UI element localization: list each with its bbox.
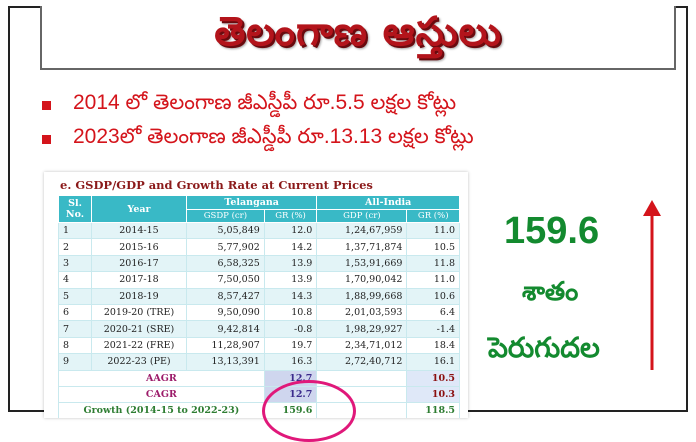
cell-gsdp: 13,13,391 [186, 353, 265, 371]
cell-sl: 5 [58, 287, 92, 305]
square-bullet-icon [42, 100, 51, 110]
cell-sl: 4 [58, 271, 92, 289]
table-row: 6 2019-20 (TRE) 9,50,090 10.8 2,01,03,593 6.4 [58, 303, 460, 322]
cell-year: 2015-16 [91, 238, 187, 256]
aagr-row: AAGR 12.7 10.5 [58, 369, 460, 387]
cell-sl: 9 [58, 353, 92, 371]
cell-gr-telangana: 12.0 [263, 221, 318, 240]
increase-word: పెరుగుదల [488, 332, 600, 363]
cell-gr-telangana: 19.7 [263, 336, 318, 355]
sub-gdp: GDP (cr) [316, 209, 408, 223]
cell-gsdp: 5,77,902 [186, 238, 265, 256]
cell-year: 2019-20 (TRE) [91, 303, 187, 322]
cell-year: 2022-23 (PE) [91, 353, 187, 371]
highlight-circle [262, 380, 356, 442]
cell-gr-india: 10.5 [406, 238, 460, 256]
cell-gr-india: 18.4 [406, 336, 460, 355]
cell-gsdp: 8,57,427 [186, 287, 265, 305]
cell-gdp: 1,98,29,927 [316, 320, 408, 338]
table-heading: e. GSDP/GDP and Growth Rate at Current P… [60, 178, 373, 192]
cell-gr-india: 11.0 [406, 221, 460, 240]
cell-gsdp: 5,05,849 [186, 221, 265, 240]
cell-year: 2014-15 [91, 221, 187, 240]
cell-gr-telangana: 14.2 [263, 238, 318, 256]
bullet-item: 2023లో తెలంగాణ జీఎస్డీపీ రూ.13.13 లక్షల … [42, 122, 474, 156]
cell-gdp: 1,24,67,959 [316, 221, 408, 240]
table-row: 7 2020-21 (SRE) 9,42,814 -0.8 1,98,29,927 -1.… [58, 320, 460, 338]
cell-gdp: 2,34,71,012 [316, 336, 408, 355]
sub-gr-telangana: GR (%) [263, 209, 318, 223]
cell-year: 2018-19 [91, 287, 187, 305]
sub-gr-india: GR (%) [406, 209, 460, 223]
cell-gr-telangana: 13.9 [263, 271, 318, 289]
cell-gr-india: 11.0 [406, 271, 460, 289]
bullet-text: 2023లో తెలంగాణ జీఎస్డీపీ రూ.13.13 లక్షల … [73, 124, 474, 148]
bullet-list: 2014 లో తెలంగాణ జీఎస్డీపీ రూ.5.5 లక్షల క… [42, 88, 474, 156]
growth-india: 118.5 [406, 401, 460, 418]
cell-gr-india: 11.8 [406, 254, 460, 273]
cell-gr-telangana: 16.3 [263, 353, 318, 371]
bullet-text: 2014 లో తెలంగాణ జీఎస్డీపీ రూ.5.5 లక్షల క… [73, 90, 457, 114]
growth-label: Growth (2014-15 to 2022-23) [58, 401, 265, 418]
cell-gsdp: 9,42,814 [186, 320, 265, 338]
cell-sl: 6 [58, 303, 92, 322]
aagr-india: 10.5 [406, 369, 460, 387]
table-row: 5 2018-19 8,57,427 14.3 1,88,99,668 10.6 [58, 287, 460, 305]
col-sl: Sl. No. [58, 195, 92, 223]
table-row: 8 2021-22 (FRE) 11,28,907 19.7 2,34,71,012 18… [58, 336, 460, 355]
table-row: 9 2022-23 (PE) 13,13,391 16.3 2,72,40,712 16.… [58, 353, 460, 371]
up-arrow-icon [643, 200, 661, 370]
cell-gr-telangana: 14.3 [263, 287, 318, 305]
table-row: 2 2015-16 5,77,902 14.2 1,37,71,874 10.5 [58, 238, 460, 256]
table-row: 3 2016-17 6,58,325 13.9 1,53,91,669 11.8 [58, 254, 460, 273]
percent-word: శాతం [522, 276, 579, 306]
cell-year: 2021-22 (FRE) [91, 336, 187, 355]
sub-gsdp: GSDP (cr) [186, 209, 265, 223]
cell-gr-telangana: 10.8 [263, 303, 318, 322]
square-bullet-icon [42, 134, 51, 144]
cell-year: 2017-18 [91, 271, 187, 289]
bullet-item: 2014 లో తెలంగాణ జీఎస్డీపీ రూ.5.5 లక్షల క… [42, 88, 474, 122]
col-year: Year [91, 195, 187, 223]
group-telangana: Telangana [185, 195, 318, 210]
cagr-row: CAGR 12.7 10.3 [58, 385, 460, 403]
cell-gr-telangana: -0.8 [263, 320, 318, 338]
gsdp-table: Sl. No. Year Telangana All-India GSDP (c… [58, 195, 460, 418]
cell-gr-india: 6.4 [406, 303, 460, 322]
cell-gsdp: 9,50,090 [186, 303, 265, 322]
cell-sl: 8 [58, 336, 92, 355]
cell-gsdp: 6,58,325 [186, 254, 265, 273]
gsdp-table-panel: e. GSDP/GDP and Growth Rate at Current P… [44, 172, 468, 418]
cagr-india: 10.3 [406, 385, 460, 403]
aagr-label: AAGR [58, 369, 265, 387]
cagr-label: CAGR [58, 385, 265, 403]
cell-year: 2020-21 (SRE) [91, 320, 187, 338]
cell-sl: 7 [58, 320, 92, 338]
table-row: 1 2014-15 5,05,849 12.0 1,24,67,959 11.0 [58, 221, 460, 240]
cell-year: 2016-17 [91, 254, 187, 273]
page-title: తెలంగాణ ఆస్తులు [214, 9, 502, 55]
cell-sl: 3 [58, 254, 92, 273]
cell-gr-india: 16.1 [406, 353, 460, 371]
group-all-india: All-India [316, 195, 460, 210]
table-row: 4 2017-18 7,50,050 13.9 1,70,90,042 11.0 [58, 271, 460, 289]
cell-gsdp: 11,28,907 [186, 336, 265, 355]
cell-gr-india: 10.6 [406, 287, 460, 305]
title-box: తెలంగాణ ఆస్తులు [40, 6, 676, 70]
cell-gr-india: -1.4 [406, 320, 460, 338]
cell-gr-telangana: 13.9 [263, 254, 318, 273]
cell-gdp: 2,01,03,593 [316, 303, 408, 322]
growth-percent-value: 159.6 [504, 210, 600, 252]
cell-gsdp: 7,50,050 [186, 271, 265, 289]
growth-callout: 159.6 శాతం పెరుగుదల [478, 200, 678, 400]
cell-sl: 1 [58, 221, 92, 240]
cell-gdp: 2,72,40,712 [316, 353, 408, 371]
growth-row: Growth (2014-15 to 2022-23) 159.6 118.5 [58, 401, 460, 418]
cell-gdp: 1,70,90,042 [316, 271, 408, 289]
cell-gdp: 1,37,71,874 [316, 238, 408, 256]
cell-gdp: 1,53,91,669 [316, 254, 408, 273]
cell-sl: 2 [58, 238, 92, 256]
cell-gdp: 1,88,99,668 [316, 287, 408, 305]
